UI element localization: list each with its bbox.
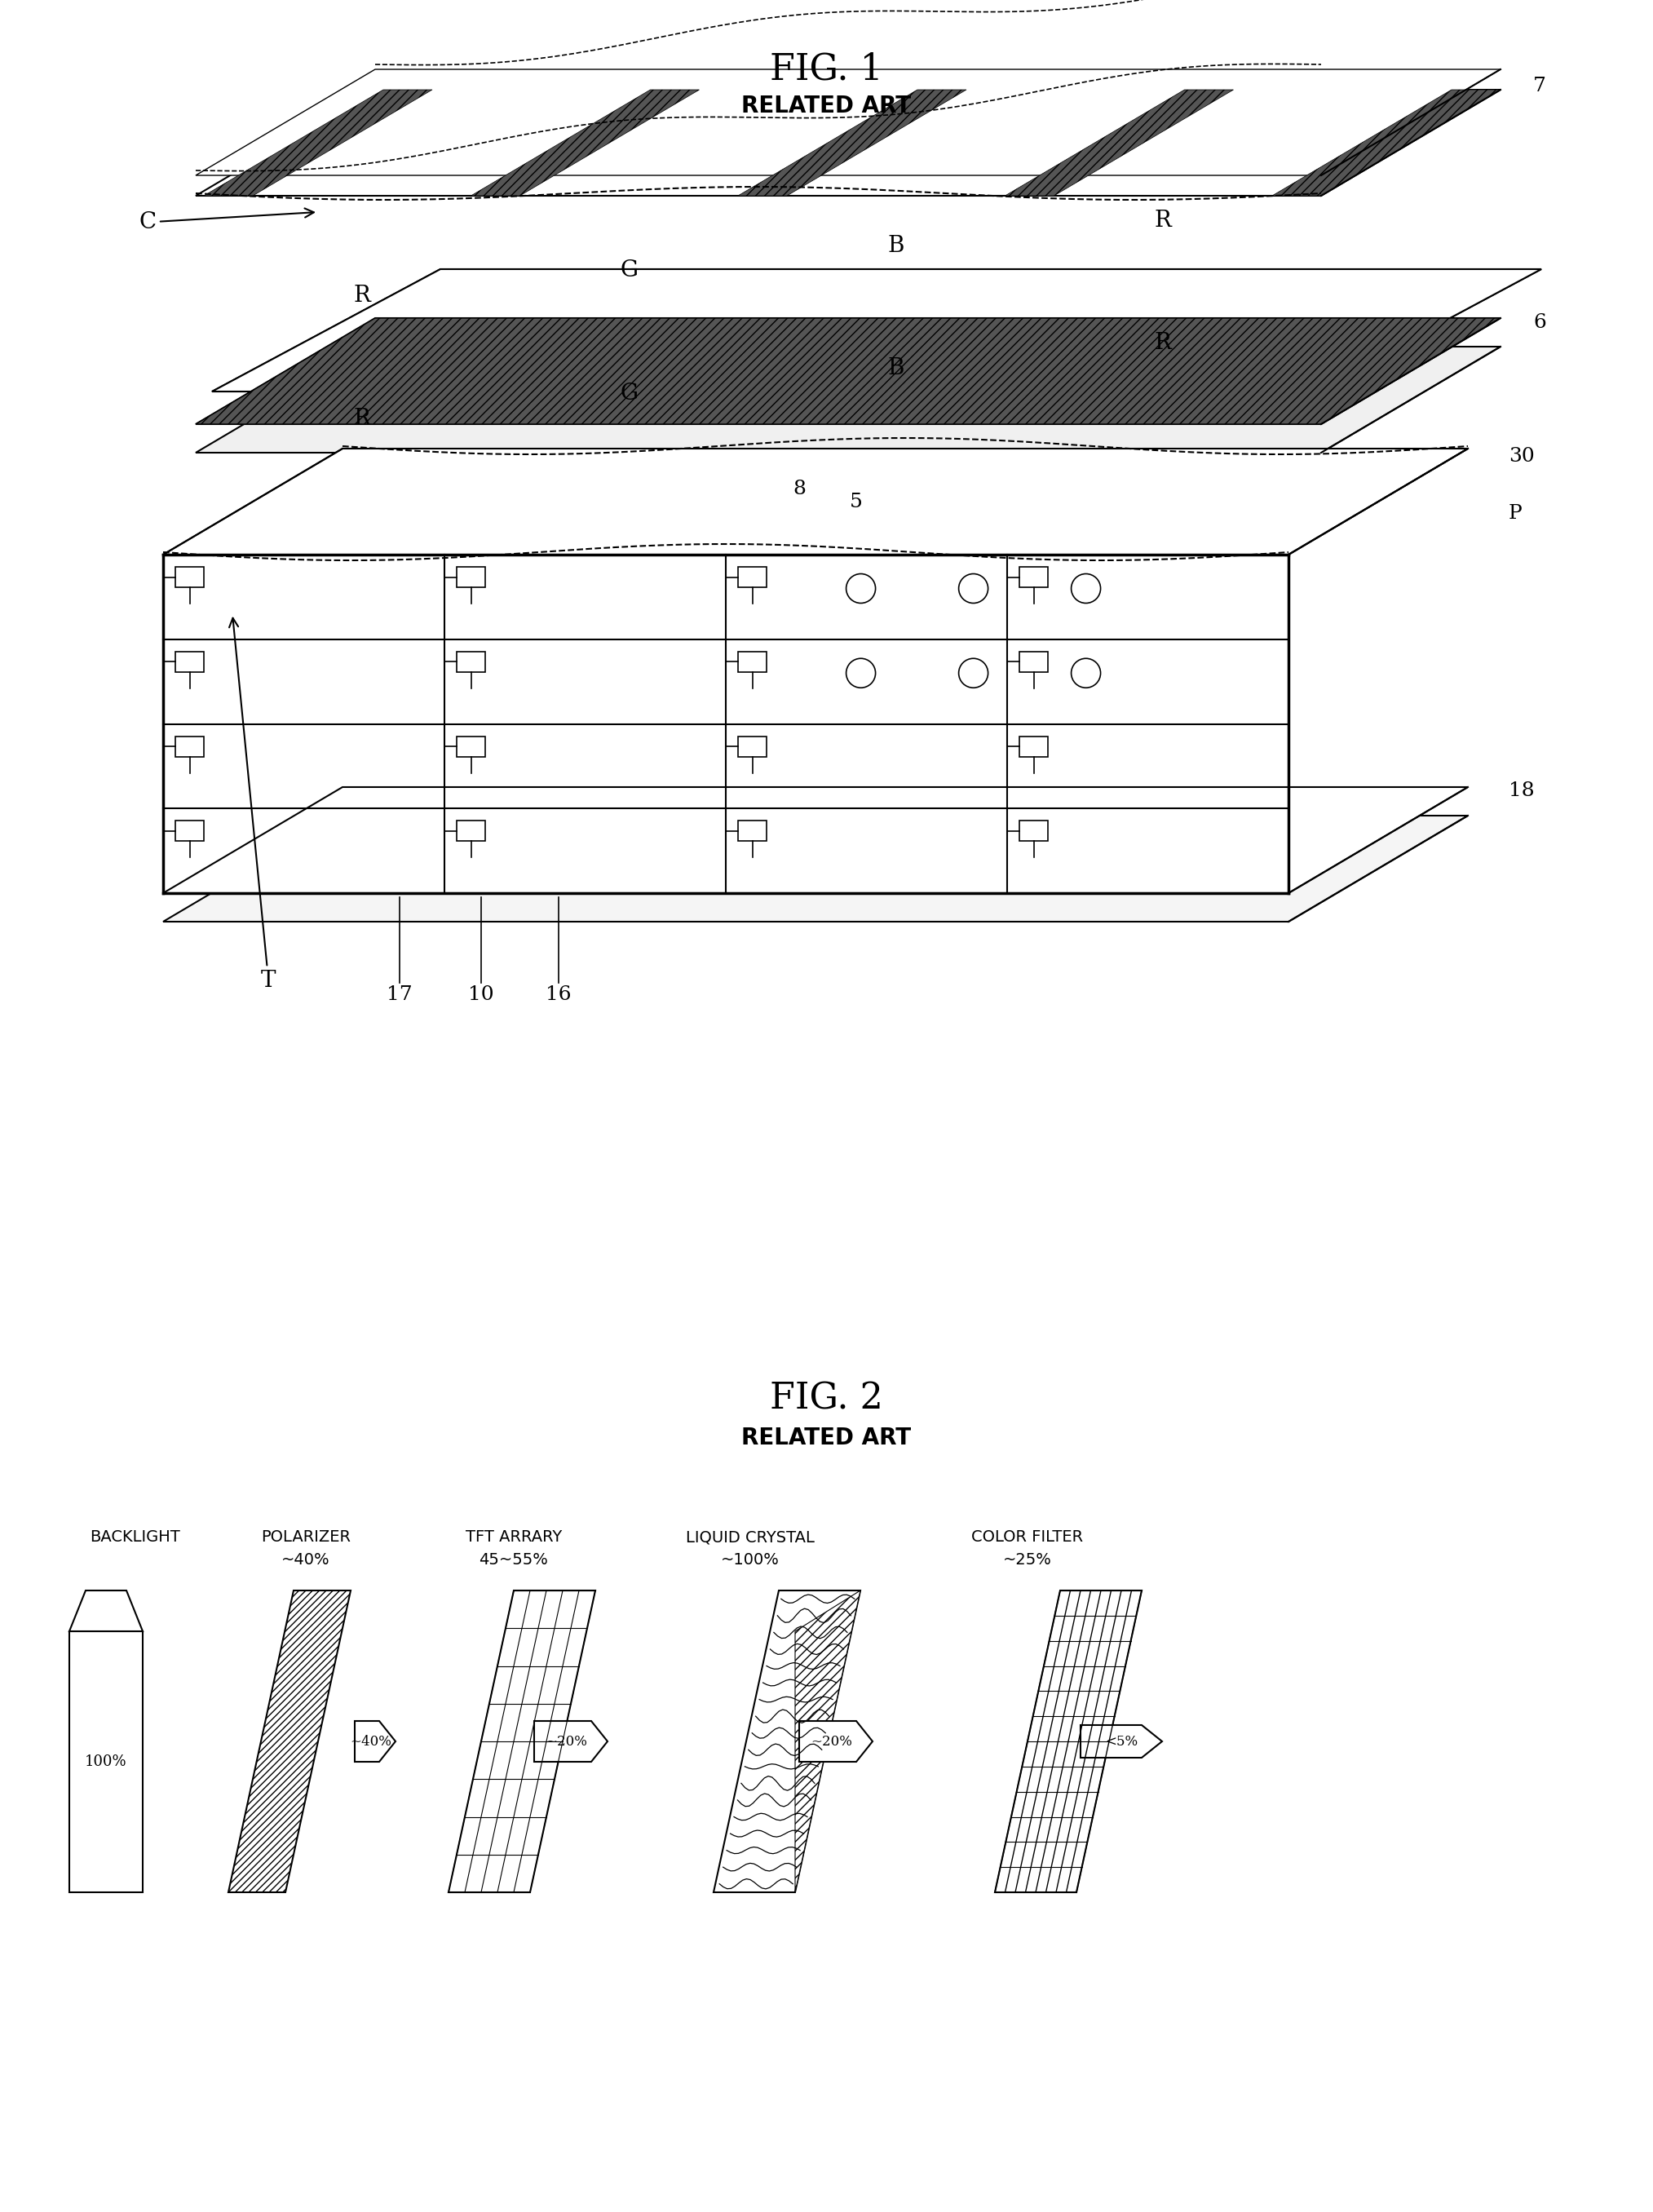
Text: 7: 7 [1532,75,1546,95]
Bar [737,566,767,586]
Polygon shape [203,91,431,195]
Text: G: G [620,383,638,405]
Polygon shape [1081,1725,1162,1759]
Text: ~40%: ~40% [350,1734,392,1747]
Text: 6: 6 [1532,312,1546,332]
Bar [456,737,486,757]
Text: LIQUID CRYSTAL: LIQUID CRYSTAL [686,1531,815,1546]
Text: R: R [1154,332,1172,354]
Polygon shape [164,449,1468,555]
Polygon shape [1273,319,1501,425]
Text: T: T [230,617,276,991]
Bar [175,653,203,672]
Text: ~20%: ~20% [812,1734,853,1747]
Text: COLOR FILTER: COLOR FILTER [972,1531,1083,1546]
Bar [175,737,203,757]
Bar [1020,653,1048,672]
Polygon shape [195,91,1501,195]
Bar [456,566,486,586]
Polygon shape [228,1590,350,1891]
Polygon shape [195,319,1501,425]
Polygon shape [737,91,967,195]
Bar [175,821,203,841]
Text: ~20%: ~20% [545,1734,587,1747]
Text: ~25%: ~25% [1003,1553,1051,1568]
Bar [175,566,203,586]
Bar [456,821,486,841]
Text: B: B [888,358,904,378]
Text: 100%: 100% [84,1754,127,1770]
Polygon shape [195,347,1501,453]
Bar [1020,737,1048,757]
Polygon shape [737,319,967,425]
Bar [737,653,767,672]
Polygon shape [448,1590,595,1891]
Text: 17: 17 [387,987,413,1004]
Polygon shape [195,319,1501,425]
Text: 18: 18 [1509,781,1534,801]
Polygon shape [1005,91,1233,195]
Polygon shape [1005,319,1233,425]
Text: ~100%: ~100% [721,1553,780,1568]
Text: TFT ARRARY: TFT ARRARY [466,1531,562,1546]
Polygon shape [203,319,431,425]
Text: 10: 10 [468,987,494,1004]
Text: POLARIZER: POLARIZER [261,1531,350,1546]
Text: BACKLIGHT: BACKLIGHT [89,1531,180,1546]
Bar [737,737,767,757]
Text: 45~55%: 45~55% [479,1553,549,1568]
Text: C: C [139,208,314,232]
Polygon shape [714,1590,860,1891]
Bar [737,821,767,841]
Polygon shape [164,816,1468,922]
Bar [1020,821,1048,841]
Text: <5%: <5% [1104,1734,1137,1747]
Text: R: R [1154,210,1172,232]
Polygon shape [995,1590,1142,1891]
Text: R: R [354,285,370,307]
Polygon shape [534,1721,608,1761]
Text: P: P [1509,504,1522,524]
Text: ~40%: ~40% [281,1553,331,1568]
Polygon shape [212,270,1541,392]
Polygon shape [795,1590,860,1891]
Text: RELATED ART: RELATED ART [741,1427,911,1449]
Polygon shape [355,1721,395,1761]
Bar [69,1630,142,1891]
Text: R: R [354,407,370,429]
Polygon shape [471,319,699,425]
Bar [456,653,486,672]
Text: 30: 30 [1509,447,1534,467]
Text: G: G [620,259,638,281]
Text: B: B [888,234,904,257]
Polygon shape [212,270,1541,392]
Polygon shape [798,1721,873,1761]
Polygon shape [471,91,699,195]
Bar [1020,566,1048,586]
Polygon shape [69,1590,142,1630]
Text: 8: 8 [793,480,805,498]
Text: 16: 16 [545,987,572,1004]
Polygon shape [195,69,1501,175]
Text: FIG. 2: FIG. 2 [769,1380,883,1416]
Polygon shape [1273,91,1501,195]
Text: FIG. 1: FIG. 1 [769,51,883,86]
Text: 5: 5 [850,493,863,511]
Polygon shape [164,787,1468,894]
Text: RELATED ART: RELATED ART [741,95,911,117]
